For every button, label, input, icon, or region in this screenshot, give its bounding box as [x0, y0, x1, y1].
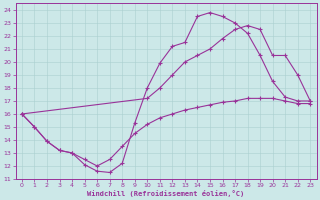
X-axis label: Windchill (Refroidissement éolien,°C): Windchill (Refroidissement éolien,°C) [87, 190, 245, 197]
